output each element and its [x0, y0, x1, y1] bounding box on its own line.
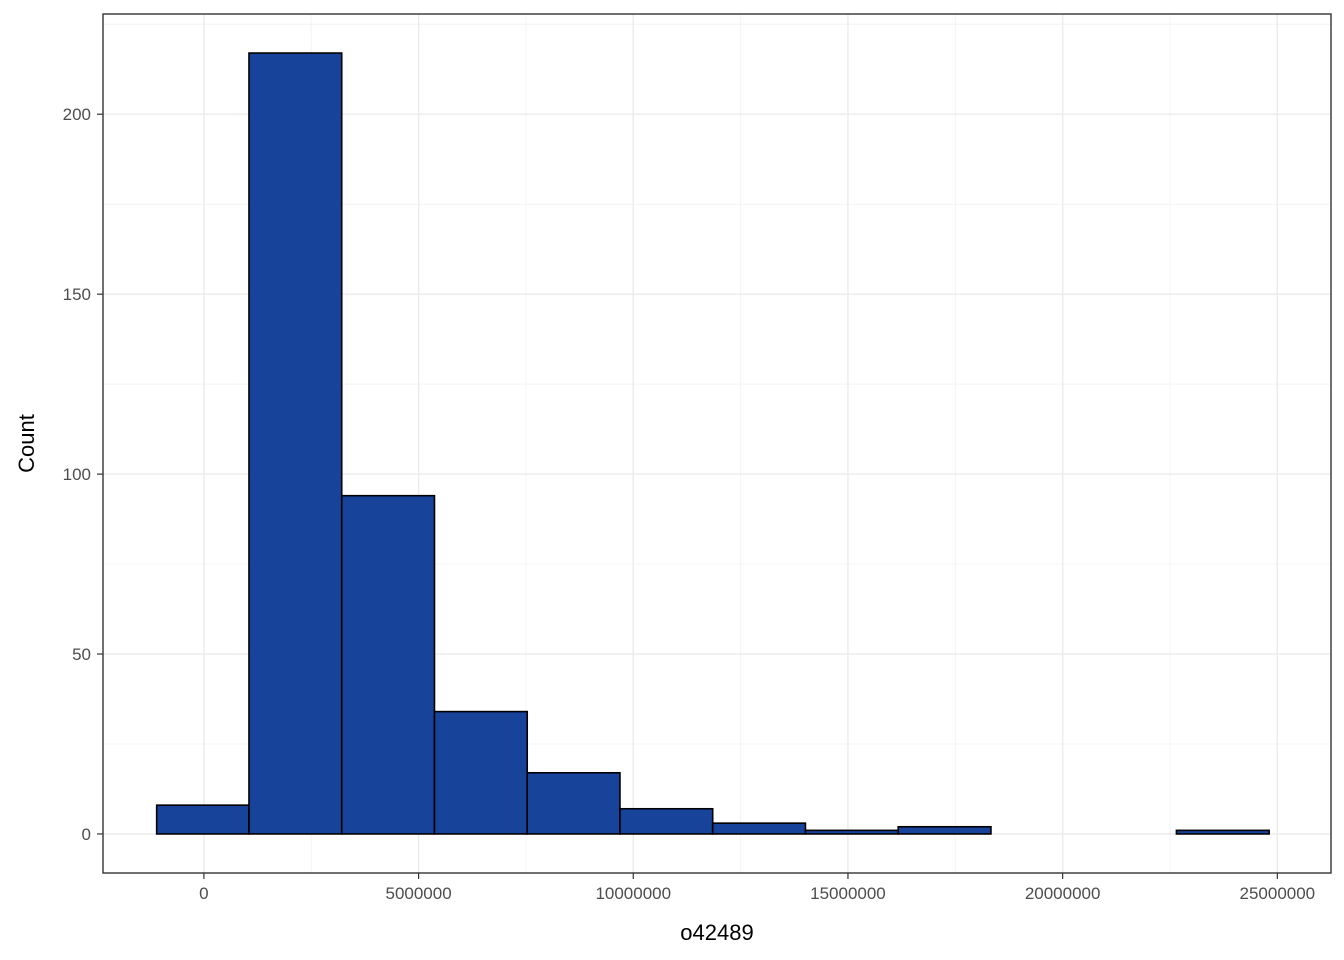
x-tick-label: 0 — [199, 884, 208, 903]
x-tick-label: 10000000 — [595, 884, 671, 903]
histogram-bar-6 — [619, 807, 714, 835]
histogram-bar-4 — [433, 710, 529, 835]
histogram-bar-7 — [711, 822, 807, 835]
histogram-bar-8 — [804, 829, 899, 835]
histogram-bars — [155, 52, 1270, 835]
histogram-bar-2 — [248, 52, 343, 835]
x-tick-label: 15000000 — [810, 884, 886, 903]
y-axis-title: Count — [14, 414, 39, 473]
histogram-bar-12 — [1175, 829, 1270, 835]
histogram-bar-1 — [155, 804, 250, 835]
x-tick-label: 25000000 — [1240, 884, 1316, 903]
panel-border — [102, 13, 1332, 874]
x-axis-title: o42489 — [680, 920, 753, 945]
histogram-bar-9 — [897, 825, 992, 835]
y-axis-ticks: 0 50 100 150 200 — [63, 105, 103, 844]
histogram-bar-5 — [526, 771, 621, 835]
y-tick-label: 50 — [72, 645, 91, 664]
y-tick-label: 150 — [63, 285, 91, 304]
x-tick-label: 20000000 — [1025, 884, 1101, 903]
x-axis-ticks: 0 5000000 10000000 15000000 20000000 25000000 — [199, 873, 1315, 903]
histogram-bar-3 — [340, 494, 436, 835]
y-tick-label: 200 — [63, 105, 91, 124]
x-tick-label: 5000000 — [385, 884, 451, 903]
y-tick-label: 100 — [63, 465, 91, 484]
y-tick-label: 0 — [82, 825, 91, 844]
